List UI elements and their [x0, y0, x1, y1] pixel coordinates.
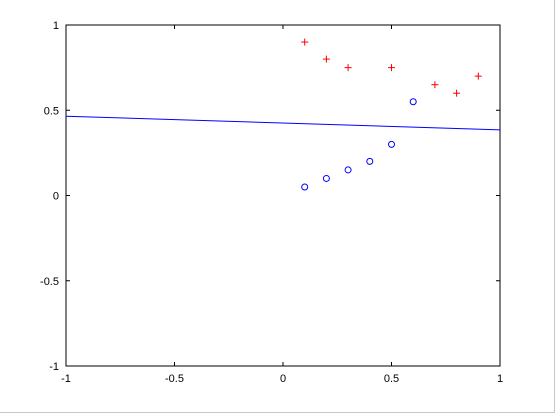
circle-marker: [322, 174, 330, 182]
y-tick-label: -1: [49, 361, 59, 373]
x-tick-label: 1: [497, 373, 503, 385]
y-tick-label: -0.5: [40, 276, 59, 288]
axis-ticks: [65, 24, 501, 367]
x-tick-label: -0.5: [165, 373, 184, 385]
plus-marker: [322, 55, 330, 63]
plus-marker: [453, 89, 461, 97]
circle-marker: [301, 183, 309, 191]
circle-marker: [344, 166, 352, 174]
plus-marker: [431, 81, 439, 89]
plus-marker: [344, 64, 352, 72]
fit-lines: [65, 115, 501, 131]
tick-labels: -1 -0.5 0 0.5 1 -1 -0.5 0 0.5 1: [40, 20, 503, 385]
x-tick-label: 0.5: [384, 373, 399, 385]
circle-marker: [366, 157, 374, 165]
circle-marker: [409, 98, 417, 106]
data-points: [301, 38, 482, 191]
plus-marker: [474, 72, 482, 80]
plot-box: [65, 24, 501, 367]
boundary-line: [65, 115, 501, 131]
y-tick-label: 1: [53, 20, 59, 32]
plus-marker: [388, 64, 395, 72]
plus-marker: [301, 38, 309, 46]
y-tick-label: 0.5: [44, 105, 59, 117]
axes: [65, 24, 501, 367]
x-tick-label: 0: [280, 373, 286, 385]
y-tick-label: 0: [53, 191, 59, 203]
circle-marker: [388, 140, 395, 148]
x-tick-label: -1: [61, 373, 71, 385]
